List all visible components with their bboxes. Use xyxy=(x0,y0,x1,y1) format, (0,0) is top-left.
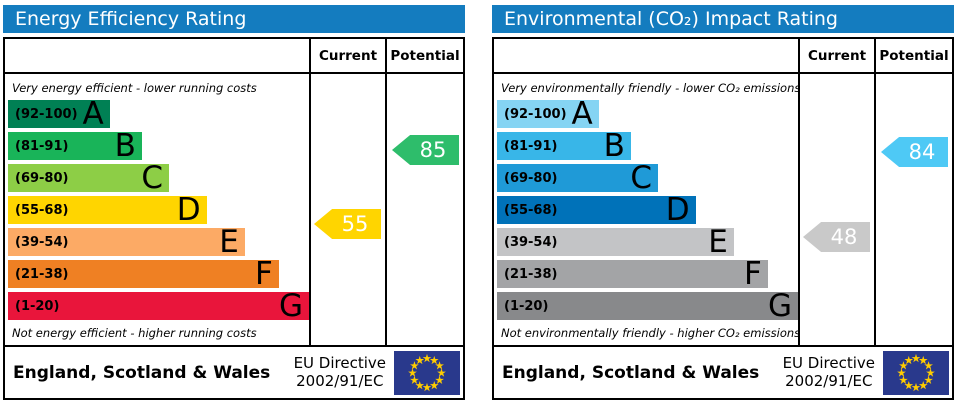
co2-current-rating-arrow: 48 xyxy=(803,222,870,252)
co2-current-column: 48 xyxy=(798,74,874,345)
energy-band-a-letter: A xyxy=(82,96,104,132)
energy-eu-directive-line1: EU Directive xyxy=(293,354,386,373)
energy-table-body: Very energy efficient - lower running co… xyxy=(5,74,463,345)
co2-band-g-letter: G xyxy=(767,288,792,324)
energy-band-c-letter: C xyxy=(141,160,164,196)
co2-current-column-header: Current xyxy=(798,39,874,72)
energy-band-f-letter: F xyxy=(255,256,273,292)
co2-band-a: (92-100) A xyxy=(497,96,599,132)
energy-current-column-header: Current xyxy=(309,39,385,72)
co2-rating-table: Current Potential Very environmentally f… xyxy=(492,37,954,400)
energy-band-g-range: (1-20) xyxy=(15,298,60,314)
co2-band-e: (39-54) E xyxy=(497,224,734,260)
co2-band-e-range: (39-54) xyxy=(504,234,558,250)
co2-band-d-letter: D xyxy=(665,192,690,228)
co2-eu-directive-line1: EU Directive xyxy=(782,354,875,373)
co2-band-b: (81-91) B xyxy=(497,128,631,164)
energy-rating-table: Current Potential Very energy efficient … xyxy=(3,37,465,400)
co2-band-f-range: (21-38) xyxy=(504,266,558,282)
co2-band-a-letter: A xyxy=(571,96,593,132)
co2-eu-directive-line2: 2002/91/EC xyxy=(785,371,873,390)
co2-band-a-range: (92-100) xyxy=(504,106,567,122)
co2-bands: (92-100) A (81-91) B (69-80) C (55-68) xyxy=(497,96,798,324)
energy-band-f-range: (21-38) xyxy=(15,266,69,282)
energy-band-a-range: (92-100) xyxy=(15,106,78,122)
energy-current-rating-arrow: 55 xyxy=(314,209,381,239)
energy-potential-column-header: Potential xyxy=(385,39,463,72)
energy-eu-directive-line2: 2002/91/EC xyxy=(296,371,384,390)
energy-band-d-letter: D xyxy=(176,192,201,228)
co2-band-f: (21-38) F xyxy=(497,256,768,292)
energy-table-header-row: Current Potential xyxy=(5,39,463,74)
co2-potential-column: 84 xyxy=(874,74,952,345)
co2-band-e-letter: E xyxy=(708,224,728,260)
co2-caption-bottom: Not environmentally friendly - higher CO… xyxy=(501,326,798,340)
energy-band-g-letter: G xyxy=(278,288,303,324)
energy-band-e-range: (39-54) xyxy=(15,234,69,250)
energy-band-e-letter: E xyxy=(219,224,239,260)
energy-current-column: 55 xyxy=(309,74,385,345)
co2-eu-directive-label: EU Directive 2002/91/EC xyxy=(782,354,875,390)
co2-caption-top: Very environmentally friendly - lower CO… xyxy=(501,81,798,95)
eu-flag-icon xyxy=(883,350,949,395)
co2-band-d-range: (55-68) xyxy=(504,202,558,218)
energy-region-label: England, Scotland & Wales xyxy=(13,362,271,383)
energy-band-f: (21-38) F xyxy=(8,256,279,292)
co2-band-d: (55-68) D xyxy=(497,192,696,228)
energy-caption-bottom: Not energy efficient - higher running co… xyxy=(12,326,257,340)
co2-table-body: Very environmentally friendly - lower CO… xyxy=(494,74,952,345)
co2-band-g: (1-20) G xyxy=(497,288,798,324)
energy-efficiency-panel: Energy Efficiency Rating Current Potenti… xyxy=(0,5,467,400)
co2-band-c-range: (69-80) xyxy=(504,170,558,186)
co2-panel-title: Environmental (CO₂) Impact Rating xyxy=(492,5,954,33)
co2-band-g-range: (1-20) xyxy=(504,298,549,314)
energy-band-e: (39-54) E xyxy=(8,224,245,260)
energy-band-g: (1-20) G xyxy=(8,288,309,324)
energy-header-spacer xyxy=(5,39,309,72)
co2-table-footer: England, Scotland & Wales EU Directive 2… xyxy=(494,345,952,398)
energy-band-b-range: (81-91) xyxy=(15,138,69,154)
co2-header-spacer xyxy=(494,39,798,72)
co2-impact-panel: Environmental (CO₂) Impact Rating Curren… xyxy=(489,5,956,400)
co2-band-f-letter: F xyxy=(744,256,762,292)
co2-band-chart: Very environmentally friendly - lower CO… xyxy=(494,74,798,345)
energy-band-c: (69-80) C xyxy=(8,160,170,196)
co2-band-c-letter: C xyxy=(630,160,653,196)
energy-band-d: (55-68) D xyxy=(8,192,207,228)
energy-band-b-letter: B xyxy=(114,128,136,164)
energy-band-d-range: (55-68) xyxy=(15,202,69,218)
co2-region-label: England, Scotland & Wales xyxy=(502,362,760,383)
energy-bands: (92-100) A (81-91) B (69-80) C (55-68) xyxy=(8,96,309,324)
energy-caption-top: Very energy efficient - lower running co… xyxy=(12,81,257,95)
eu-flag-icon xyxy=(394,350,460,395)
energy-band-a: (92-100) A xyxy=(8,96,110,132)
energy-band-c-range: (69-80) xyxy=(15,170,69,186)
co2-band-b-letter: B xyxy=(603,128,625,164)
energy-potential-rating-arrow: 85 xyxy=(392,135,459,165)
energy-potential-column: 85 xyxy=(385,74,463,345)
energy-band-chart: Very energy efficient - lower running co… xyxy=(5,74,309,345)
energy-band-b: (81-91) B xyxy=(8,128,142,164)
co2-potential-column-header: Potential xyxy=(874,39,952,72)
energy-panel-title: Energy Efficiency Rating xyxy=(3,5,465,33)
co2-band-c: (69-80) C xyxy=(497,160,659,196)
energy-eu-directive-label: EU Directive 2002/91/EC xyxy=(293,354,386,390)
co2-potential-rating-arrow: 84 xyxy=(881,137,948,167)
co2-band-b-range: (81-91) xyxy=(504,138,558,154)
co2-table-header-row: Current Potential xyxy=(494,39,952,74)
energy-table-footer: England, Scotland & Wales EU Directive 2… xyxy=(5,345,463,398)
